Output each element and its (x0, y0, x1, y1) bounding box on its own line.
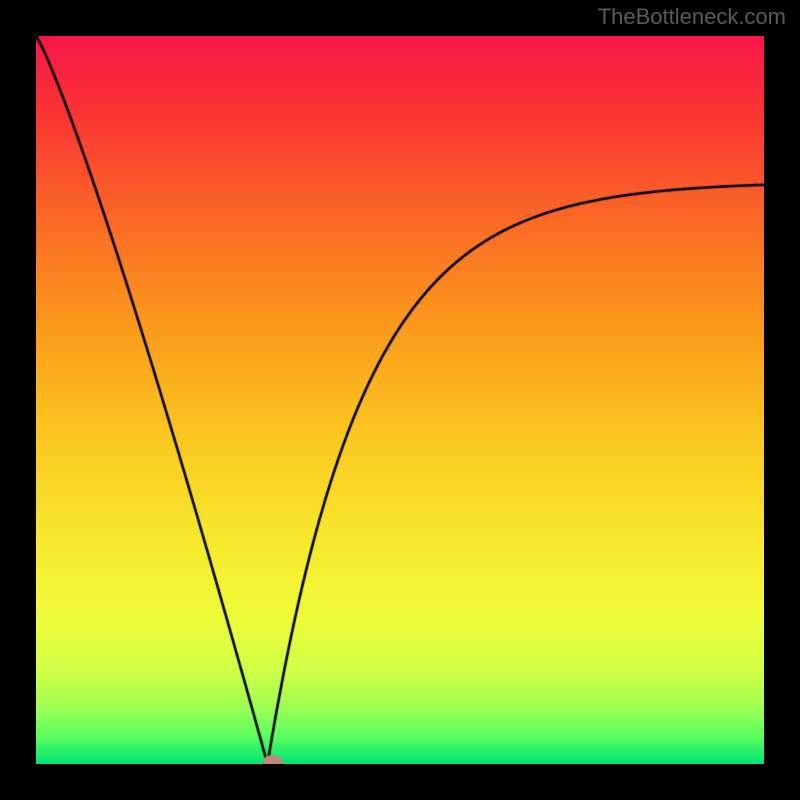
bottleneck-chart-canvas (36, 36, 764, 764)
watermark-text: TheBottleneck.com (598, 4, 786, 30)
chart-container: TheBottleneck.com (0, 0, 800, 800)
